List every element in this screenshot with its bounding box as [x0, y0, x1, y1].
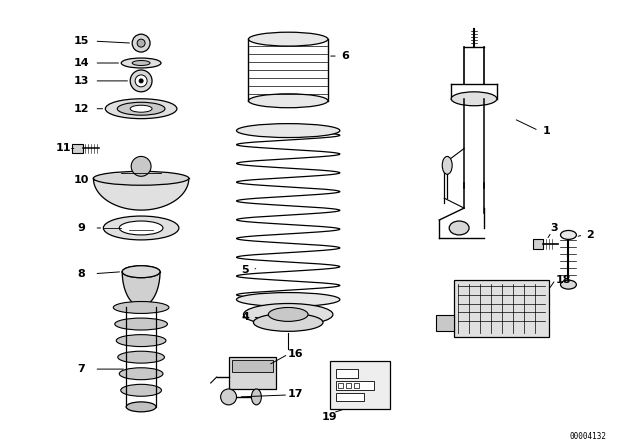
Text: 1: 1 [543, 125, 550, 136]
Ellipse shape [121, 58, 161, 68]
Text: 11: 11 [56, 143, 71, 154]
Ellipse shape [121, 384, 161, 396]
Ellipse shape [253, 314, 323, 332]
Ellipse shape [103, 216, 179, 240]
Text: 15: 15 [74, 36, 89, 46]
Ellipse shape [451, 92, 497, 106]
Ellipse shape [117, 102, 165, 115]
Ellipse shape [118, 351, 164, 363]
Text: 14: 14 [74, 58, 90, 68]
Text: 10: 10 [74, 175, 89, 185]
Ellipse shape [237, 293, 340, 306]
Circle shape [139, 79, 143, 83]
Text: 4: 4 [241, 312, 250, 323]
Ellipse shape [243, 303, 333, 325]
Text: 3: 3 [551, 223, 558, 233]
Ellipse shape [119, 221, 163, 235]
Ellipse shape [561, 230, 577, 239]
Text: 9: 9 [77, 223, 85, 233]
Circle shape [131, 156, 151, 177]
Text: 16: 16 [287, 349, 303, 359]
Bar [436, 315, 454, 332]
Bar [72, 143, 83, 154]
Bar [346, 383, 351, 388]
Circle shape [135, 75, 147, 87]
Bar [454, 280, 548, 337]
Bar [532, 239, 543, 249]
Bar [336, 369, 358, 378]
Ellipse shape [122, 266, 160, 278]
Ellipse shape [126, 402, 156, 412]
Ellipse shape [268, 307, 308, 321]
Ellipse shape [113, 302, 169, 314]
Circle shape [221, 389, 237, 405]
Ellipse shape [93, 171, 189, 185]
Bar [354, 383, 359, 388]
Ellipse shape [248, 94, 328, 108]
Ellipse shape [122, 266, 160, 278]
Ellipse shape [106, 99, 177, 119]
Polygon shape [122, 271, 160, 306]
Ellipse shape [561, 280, 577, 289]
Bar [330, 361, 390, 409]
Text: 17: 17 [287, 389, 303, 399]
Ellipse shape [248, 32, 328, 46]
Bar [336, 381, 374, 390]
Text: 8: 8 [77, 269, 85, 279]
Text: 6: 6 [341, 51, 349, 61]
Text: 12: 12 [74, 104, 89, 114]
Ellipse shape [252, 389, 261, 405]
Bar [228, 357, 276, 389]
Text: 00004132: 00004132 [570, 432, 607, 441]
Ellipse shape [115, 318, 168, 330]
Text: 5: 5 [242, 265, 249, 275]
Text: 19: 19 [322, 412, 338, 422]
Circle shape [132, 34, 150, 52]
Circle shape [137, 39, 145, 47]
Text: 18: 18 [556, 275, 572, 284]
Ellipse shape [130, 105, 152, 112]
Ellipse shape [132, 60, 150, 65]
Ellipse shape [237, 124, 340, 138]
Circle shape [130, 70, 152, 92]
Bar [338, 383, 343, 388]
Polygon shape [93, 178, 189, 210]
Bar [336, 393, 364, 401]
Text: 7: 7 [77, 364, 85, 374]
Ellipse shape [116, 335, 166, 347]
Bar [232, 360, 273, 372]
Text: 13: 13 [74, 76, 89, 86]
Text: 2: 2 [586, 230, 594, 240]
Ellipse shape [119, 368, 163, 380]
Ellipse shape [449, 221, 469, 235]
Ellipse shape [442, 156, 452, 174]
